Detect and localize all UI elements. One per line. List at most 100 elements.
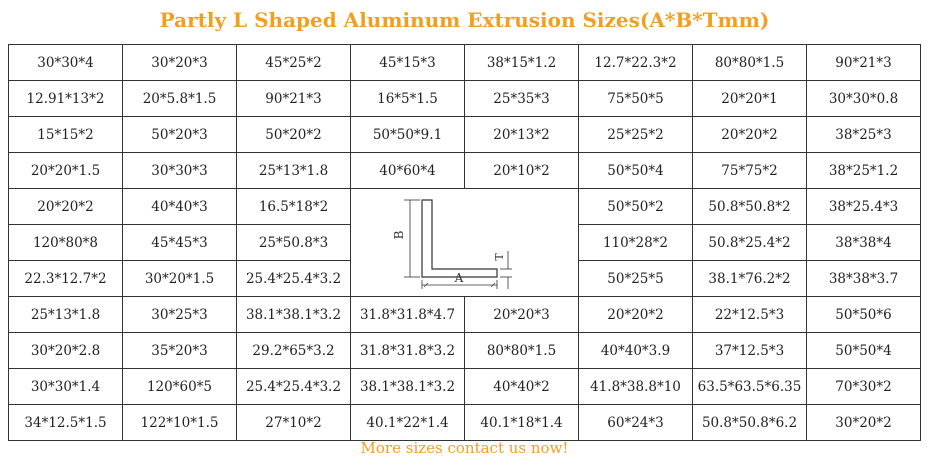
size-cell: 50*50*4 bbox=[806, 332, 921, 369]
contact-note: More sizes contact us now! bbox=[360, 439, 569, 457]
size-cell: 40.1*18*1.4 bbox=[464, 404, 579, 441]
size-cell: 25*25*2 bbox=[578, 116, 693, 153]
size-cell: 30*20*3 bbox=[122, 44, 237, 81]
dimension-t-label: T bbox=[493, 253, 506, 261]
size-cell: 120*60*5 bbox=[122, 368, 237, 405]
size-cell: 22.3*12.7*2 bbox=[8, 260, 123, 297]
l-profile-diagram: B A T bbox=[350, 188, 579, 297]
size-cell: 20*20*1.5 bbox=[8, 152, 123, 189]
size-cell: 29.2*65*3.2 bbox=[236, 332, 351, 369]
size-cell: 30*25*3 bbox=[122, 296, 237, 333]
page-title: Partly L Shaped Aluminum Extrusion Sizes… bbox=[159, 8, 770, 32]
size-cell: 60*24*3 bbox=[578, 404, 693, 441]
size-cell: 80*80*1.5 bbox=[692, 44, 807, 81]
size-cell: 40*40*2 bbox=[464, 368, 579, 405]
size-cell: 30*30*0.8 bbox=[806, 80, 921, 117]
table-row: 120*80*8 45*45*3 25*50.8*3 110*28*2 50.8… bbox=[8, 224, 921, 261]
size-cell: 38.1*76.2*2 bbox=[692, 260, 807, 297]
size-cell: 25*35*3 bbox=[464, 80, 579, 117]
size-cell: 30*20*2.8 bbox=[8, 332, 123, 369]
sizes-table: 30*30*4 30*20*3 45*25*2 45*15*3 38*15*1.… bbox=[8, 44, 921, 441]
size-cell: 50*50*6 bbox=[806, 296, 921, 333]
size-cell: 45*45*3 bbox=[122, 224, 237, 261]
size-cell: 34*12.5*1.5 bbox=[8, 404, 123, 441]
size-cell: 25*13*1.8 bbox=[236, 152, 351, 189]
table-row: 20*20*2 40*40*3 16.5*18*2 B A bbox=[8, 188, 921, 297]
size-cell: 25*50.8*3 bbox=[236, 224, 351, 261]
size-cell: 38.1*38.1*3.2 bbox=[236, 296, 351, 333]
size-cell: 38*25.4*3 bbox=[806, 188, 921, 225]
size-cell: 45*15*3 bbox=[350, 44, 465, 81]
size-cell: 30*30*4 bbox=[8, 44, 123, 81]
size-cell: 27*10*2 bbox=[236, 404, 351, 441]
size-cell: 20*20*2 bbox=[578, 296, 693, 333]
size-cell: 20*20*2 bbox=[692, 116, 807, 153]
size-cell: 45*25*2 bbox=[236, 44, 351, 81]
size-cell: 20*10*2 bbox=[464, 152, 579, 189]
table-row: 30*30*4 30*20*3 45*25*2 45*15*3 38*15*1.… bbox=[8, 44, 921, 81]
size-cell: 38*25*3 bbox=[806, 116, 921, 153]
size-cell: 30*30*3 bbox=[122, 152, 237, 189]
size-cell: 12.7*22.3*2 bbox=[578, 44, 693, 81]
table-row: 34*12.5*1.5 122*10*1.5 27*10*2 40.1*22*1… bbox=[8, 404, 921, 441]
size-cell: 40*40*3 bbox=[122, 188, 237, 225]
size-cell: 37*12.5*3 bbox=[692, 332, 807, 369]
size-cell: 30*20*1.5 bbox=[122, 260, 237, 297]
size-cell: 50*50*4 bbox=[578, 152, 693, 189]
table-row: 15*15*2 50*20*3 50*20*2 50*50*9.1 20*13*… bbox=[8, 116, 921, 153]
size-cell: 40.1*22*1.4 bbox=[350, 404, 465, 441]
size-cell: 50*20*2 bbox=[236, 116, 351, 153]
table-row: 12.91*13*2 20*5.8*1.5 90*21*3 16*5*1.5 2… bbox=[8, 80, 921, 117]
size-cell: 20*20*2 bbox=[8, 188, 123, 225]
table-row: 30*20*2.8 35*20*3 29.2*65*3.2 31.8*31.8*… bbox=[8, 332, 921, 369]
size-cell: 25.4*25.4*3.2 bbox=[236, 260, 351, 297]
size-cell: 20*20*1 bbox=[692, 80, 807, 117]
size-cell: 90*21*3 bbox=[236, 80, 351, 117]
size-cell: 30*30*1.4 bbox=[8, 368, 123, 405]
size-cell: 63.5*63.5*6.35 bbox=[692, 368, 807, 405]
size-cell: 80*80*1.5 bbox=[464, 332, 579, 369]
dimension-a-label: A bbox=[453, 271, 463, 285]
size-cell: 31.8*31.8*3.2 bbox=[350, 332, 465, 369]
size-cell: 12.91*13*2 bbox=[8, 80, 123, 117]
size-cell: 70*30*2 bbox=[806, 368, 921, 405]
size-cell: 16.5*18*2 bbox=[236, 188, 351, 225]
l-profile-icon: B A T bbox=[392, 199, 512, 289]
size-cell: 122*10*1.5 bbox=[122, 404, 237, 441]
size-cell: 31.8*31.8*4.7 bbox=[350, 296, 465, 333]
size-cell: 41.8*38.8*10 bbox=[578, 368, 693, 405]
size-cell: 40*40*3.9 bbox=[578, 332, 693, 369]
size-cell: 30*20*2 bbox=[806, 404, 921, 441]
size-cell: 50.8*25.4*2 bbox=[692, 224, 807, 261]
size-cell: 38*38*4 bbox=[806, 224, 921, 261]
size-cell: 25*13*1.8 bbox=[8, 296, 123, 333]
size-cell: 50*50*2 bbox=[578, 188, 693, 225]
size-cell: 15*15*2 bbox=[8, 116, 123, 153]
table-row: 30*30*1.4 120*60*5 25.4*25.4*3.2 38.1*38… bbox=[8, 368, 921, 405]
size-cell: 38.1*38.1*3.2 bbox=[350, 368, 465, 405]
size-cell: 25.4*25.4*3.2 bbox=[236, 368, 351, 405]
table-row: 20*20*1.5 30*30*3 25*13*1.8 40*60*4 20*1… bbox=[8, 152, 921, 189]
size-cell: 38*38*3.7 bbox=[806, 260, 921, 297]
size-cell: 16*5*1.5 bbox=[350, 80, 465, 117]
size-cell: 40*60*4 bbox=[350, 152, 465, 189]
size-cell: 38*25*1.2 bbox=[806, 152, 921, 189]
size-cell: 50.8*50.8*2 bbox=[692, 188, 807, 225]
size-cell: 120*80*8 bbox=[8, 224, 123, 261]
size-cell: 50.8*50.8*6.2 bbox=[692, 404, 807, 441]
size-cell: 110*28*2 bbox=[578, 224, 693, 261]
table-row: 25*13*1.8 30*25*3 38.1*38.1*3.2 31.8*31.… bbox=[8, 296, 921, 333]
size-cell: 75*50*5 bbox=[578, 80, 693, 117]
dimension-b-label: B bbox=[392, 230, 406, 239]
size-cell: 90*21*3 bbox=[806, 44, 921, 81]
size-cell: 20*20*3 bbox=[464, 296, 579, 333]
size-cell: 75*75*2 bbox=[692, 152, 807, 189]
size-cell: 20*5.8*1.5 bbox=[122, 80, 237, 117]
size-cell: 20*13*2 bbox=[464, 116, 579, 153]
size-cell: 50*50*9.1 bbox=[350, 116, 465, 153]
size-cell: 22*12.5*3 bbox=[692, 296, 807, 333]
size-cell: 50*20*3 bbox=[122, 116, 237, 153]
table-row: 22.3*12.7*2 30*20*1.5 25.4*25.4*3.2 50*2… bbox=[8, 260, 921, 297]
size-cell: 38*15*1.2 bbox=[464, 44, 579, 81]
size-cell: 35*20*3 bbox=[122, 332, 237, 369]
